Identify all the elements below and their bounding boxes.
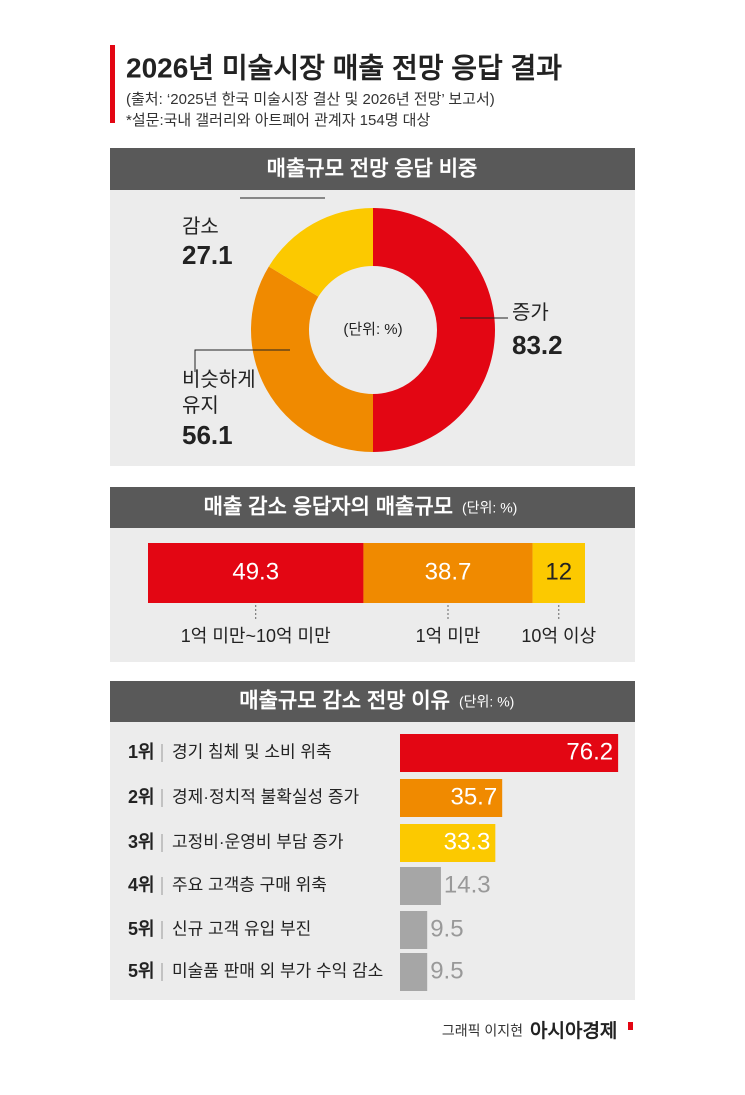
section-header [110,487,635,528]
value-label: 9.5 [430,915,463,942]
bar [400,824,496,862]
rank: 5위 [128,919,155,939]
value-label: 33.3 [444,828,491,855]
donut-slice [250,266,373,452]
value-label: 38.7 [425,558,472,585]
unit: (단위: %) [462,500,517,516]
bar-segment [363,543,533,603]
bar-segment [148,543,364,603]
category-label: 경제·정치적 불확실성 증가 [172,787,360,806]
value-label: 35.7 [450,783,497,810]
category-label: 10억 이상 [521,626,596,646]
rank: 4위 [128,875,155,895]
rank: 3위 [128,832,155,852]
rank: 1위 [128,742,155,762]
section-title: 매출 감소 응답자의 매출규모 [204,496,453,519]
slice-label: 증가 [512,302,549,324]
slice-value: 83.2 [512,330,563,360]
note: *설문:국내 갤러리와 아트페어 관계자 154명 대상 [126,112,430,129]
title-accent [110,45,115,123]
category-label: 주요 고객층 구매 위축 [172,875,327,894]
rank: 5위 [128,961,155,981]
section-header [110,681,635,722]
leader [194,349,290,372]
donut-slice [373,208,495,452]
slice-label: 감소 [182,216,219,238]
section-title: 매출규모 감소 전망 이유 [239,690,450,713]
category-label: 경기 침체 및 소비 위축 [172,742,332,761]
bar-segment [532,543,585,603]
unit: (단위: %) [459,694,514,710]
category-label: 1억 미만~10억 미만 [181,626,331,646]
slice-label: 비슷하게 유지 [182,369,256,417]
category-label: 미술품 판매 외 부가 수익 감소 [172,961,383,980]
category-label: 고정비·운영비 부담 증가 [172,832,344,851]
value-label: 14.3 [444,871,491,898]
section-title: 매출규모 전망 응답 비중 [267,158,478,181]
category-label: 신규 고객 유입 부진 [172,919,311,938]
source: (출처: ‘2025년 한국 미술시장 결산 및 2026년 전망’ 보고서) [126,91,495,108]
value-label: 9.5 [430,957,463,984]
bar [400,867,441,905]
category-label: 1억 미만 [416,626,481,646]
rank: 2위 [128,787,155,807]
bar [400,911,428,949]
slice-value: 27.1 [182,240,233,270]
bar [400,779,503,817]
brand: 아시아경제 [530,1020,617,1042]
value-label: 49.3 [232,558,279,585]
center-label: (단위: %) [343,321,402,338]
title: 2026년 미술시장 매출 전망 응답 결과 [126,52,562,83]
brand-mark [628,1022,633,1030]
donut-slice [268,208,373,297]
bar [400,734,619,772]
slice-value: 56.1 [182,420,233,450]
value-label: 12 [545,558,572,585]
value-label: 76.2 [566,738,613,765]
section-header [110,148,635,190]
credit: 그래픽 이지현 [442,1023,523,1039]
bar [400,953,428,991]
